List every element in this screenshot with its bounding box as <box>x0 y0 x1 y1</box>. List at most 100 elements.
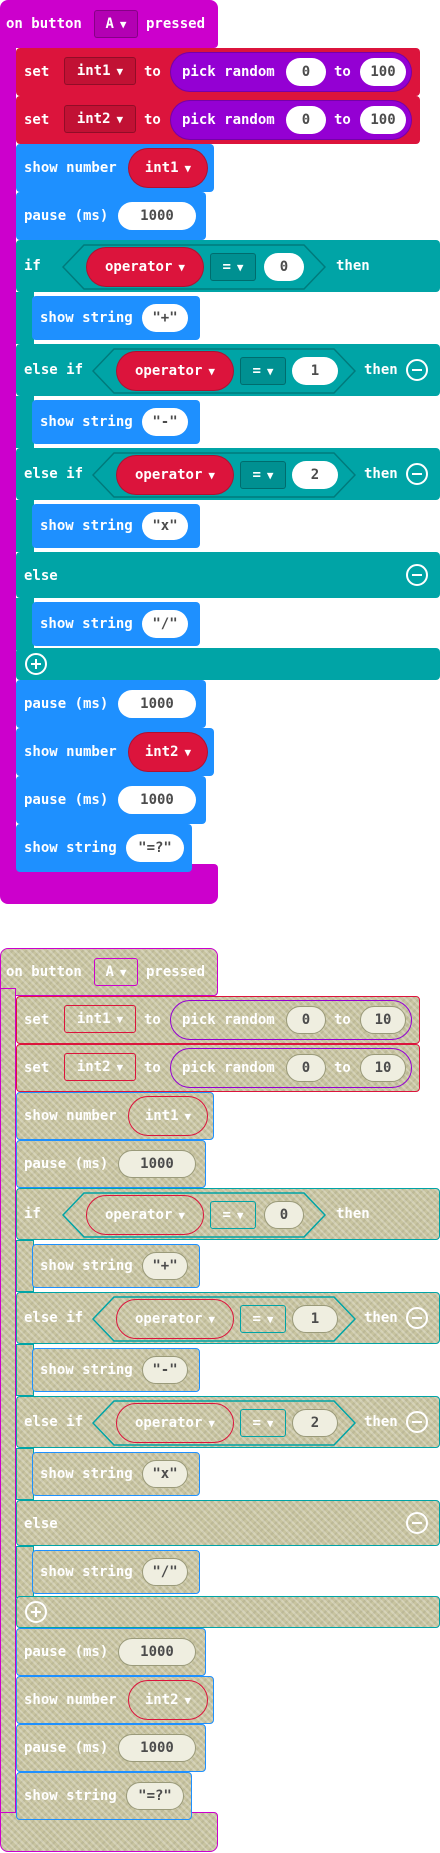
plus-circle-icon[interactable] <box>25 653 47 675</box>
disabled-minus-circle-icon[interactable] <box>406 1307 428 1329</box>
disabled-operator-variable-reporter-text: operator <box>104 1207 173 1223</box>
disabled-button-dropdown[interactable]: A ▼ <box>94 958 138 986</box>
compare-operator-dropdown[interactable]: = ▼ <box>240 461 286 489</box>
disabled-pause-duration-input[interactable]: 1000 <box>118 1734 196 1762</box>
disabled-operator-variable-reporter[interactable]: operator ▼ <box>116 1403 234 1443</box>
string-input-times[interactable]: "x" <box>142 512 188 540</box>
disabled-if-condition[interactable] <box>62 1192 326 1238</box>
compare-value-input[interactable]: 1 <box>292 357 338 385</box>
disabled-variable-int1-reporter[interactable]: int1 ▼ <box>128 1096 208 1136</box>
random-to-label: to <box>334 112 351 128</box>
disabled-if-left-arm <box>16 1344 34 1396</box>
disabled-variable-dropdown-int1[interactable]: int1 ▼ <box>64 1005 136 1033</box>
pause-duration-input[interactable]: 1000 <box>118 786 196 814</box>
disabled-pick-random-label: pick random <box>182 1012 275 1028</box>
disabled-pause-duration-input[interactable]: 1000 <box>118 1150 196 1178</box>
caret-down-icon: ▼ <box>266 364 274 378</box>
disabled-string-input-equals[interactable]: "=?" <box>126 1782 184 1810</box>
random-min-input[interactable]: 0 <box>286 106 326 134</box>
disabled-operator-variable-reporter[interactable]: operator ▼ <box>86 1195 204 1235</box>
disabled-show-string-label: show string <box>24 1788 117 1804</box>
disabled-compare-value-input[interactable]: 1 <box>292 1305 338 1333</box>
disabled-else-if-condition-1[interactable] <box>92 1296 356 1342</box>
disabled-string-input-divide[interactable]: "/" <box>142 1558 188 1586</box>
pick-random-label: pick random <box>182 64 275 80</box>
string-input-divide-text: "/" <box>152 616 178 632</box>
event-block <box>0 0 218 48</box>
disabled-string-input-times[interactable]: "x" <box>142 1460 188 1488</box>
compare-value-input[interactable]: 0 <box>264 253 304 281</box>
caret-down-icon: ▼ <box>236 1208 244 1222</box>
disabled-variable-dropdown-int2[interactable]: int2 ▼ <box>64 1053 136 1081</box>
string-input-equals[interactable]: "=?" <box>126 834 184 862</box>
caret-down-icon: ▼ <box>236 260 244 274</box>
disabled-operator-variable-reporter[interactable]: operator ▼ <box>116 1299 234 1339</box>
button-dropdown[interactable]: A ▼ <box>94 10 138 38</box>
variable-int2-reporter[interactable]: int2 ▼ <box>128 732 208 772</box>
pause-duration-input-text: 1000 <box>140 696 174 712</box>
caret-down-icon: ▼ <box>266 1312 274 1326</box>
disabled-pick-random-block[interactable] <box>170 1000 412 1040</box>
disabled-string-input-minus[interactable]: "-" <box>142 1356 188 1384</box>
disabled-compare-operator-dropdown-text: = <box>222 1207 231 1223</box>
compare-value-input-text: 2 <box>310 467 320 483</box>
disabled-random-max-input[interactable]: 10 <box>360 1054 406 1082</box>
pause-duration-input[interactable]: 1000 <box>118 690 196 718</box>
operator-variable-reporter[interactable]: operator ▼ <box>116 351 234 391</box>
string-input-plus[interactable]: "+" <box>142 304 188 332</box>
disabled-random-max-input[interactable]: 10 <box>360 1006 406 1034</box>
variable-dropdown-int1[interactable]: int1 ▼ <box>64 57 136 85</box>
disabled-pause-duration-input-text: 1000 <box>140 1156 174 1172</box>
operator-variable-reporter[interactable]: operator ▼ <box>116 455 234 495</box>
operator-variable-reporter[interactable]: operator ▼ <box>86 247 204 287</box>
disabled-compare-value-input[interactable]: 0 <box>264 1201 304 1229</box>
disabled-string-input-equals-text: "=?" <box>138 1788 172 1804</box>
minus-circle-icon[interactable] <box>406 359 428 381</box>
string-input-divide[interactable]: "/" <box>142 610 188 638</box>
disabled-compare-value-input-text: 2 <box>310 1415 320 1431</box>
random-max-input[interactable]: 100 <box>360 58 406 86</box>
minus-circle-icon[interactable] <box>406 564 428 586</box>
disabled-compare-operator-dropdown[interactable]: = ▼ <box>210 1201 256 1229</box>
random-min-input[interactable]: 0 <box>286 58 326 86</box>
disabled-random-to-label: to <box>334 1012 351 1028</box>
disabled-then-label: then <box>336 1206 370 1222</box>
disabled-compare-value-input[interactable]: 2 <box>292 1409 338 1437</box>
disabled-minus-circle-icon[interactable] <box>406 1512 428 1534</box>
random-max-input[interactable]: 100 <box>360 106 406 134</box>
disabled-pause-duration-input[interactable]: 1000 <box>118 1638 196 1666</box>
disabled-variable-int2-reporter[interactable]: int2 ▼ <box>128 1680 208 1720</box>
disabled-show-number-label: show number <box>24 1692 117 1708</box>
disabled-string-input-plus[interactable]: "+" <box>142 1252 188 1280</box>
pause-duration-input[interactable]: 1000 <box>118 202 196 230</box>
disabled-random-min-input-text: 0 <box>301 1012 311 1028</box>
disabled-random-min-input[interactable]: 0 <box>286 1006 326 1034</box>
disabled-event-body-left <box>0 988 16 1814</box>
disabled-else-if-condition-2[interactable] <box>92 1400 356 1446</box>
disabled-random-to-label: to <box>334 1060 351 1076</box>
string-input-minus[interactable]: "-" <box>142 408 188 436</box>
disabled-string-input-plus-text: "+" <box>152 1258 178 1274</box>
compare-operator-dropdown[interactable]: = ▼ <box>210 253 256 281</box>
if-left-arm <box>16 598 34 650</box>
show-number-label: show number <box>24 160 117 176</box>
disabled-compare-operator-dropdown[interactable]: = ▼ <box>240 1305 286 1333</box>
if-left-arm <box>16 396 34 448</box>
disabled-set-label: set <box>24 1012 50 1028</box>
disabled-then-label: then <box>364 1414 398 1430</box>
compare-operator-dropdown-text: = <box>252 363 261 379</box>
event-suffix-label: pressed <box>146 16 206 32</box>
disabled-random-min-input[interactable]: 0 <box>286 1054 326 1082</box>
disabled-minus-circle-icon[interactable] <box>406 1411 428 1433</box>
compare-value-input[interactable]: 2 <box>292 461 338 489</box>
variable-dropdown-int2[interactable]: int2 ▼ <box>64 105 136 133</box>
disabled-compare-operator-dropdown[interactable]: = ▼ <box>240 1409 286 1437</box>
disabled-show-string-label: show string <box>40 1258 133 1274</box>
minus-circle-icon[interactable] <box>406 463 428 485</box>
compare-operator-dropdown[interactable]: = ▼ <box>240 357 286 385</box>
disabled-pick-random-block[interactable] <box>170 1048 412 1088</box>
else-if-label: else if <box>24 362 84 378</box>
variable-int1-reporter[interactable]: int1 ▼ <box>128 148 208 188</box>
disabled-if-left-arm <box>16 1448 34 1500</box>
disabled-plus-circle-icon[interactable] <box>25 1601 47 1623</box>
